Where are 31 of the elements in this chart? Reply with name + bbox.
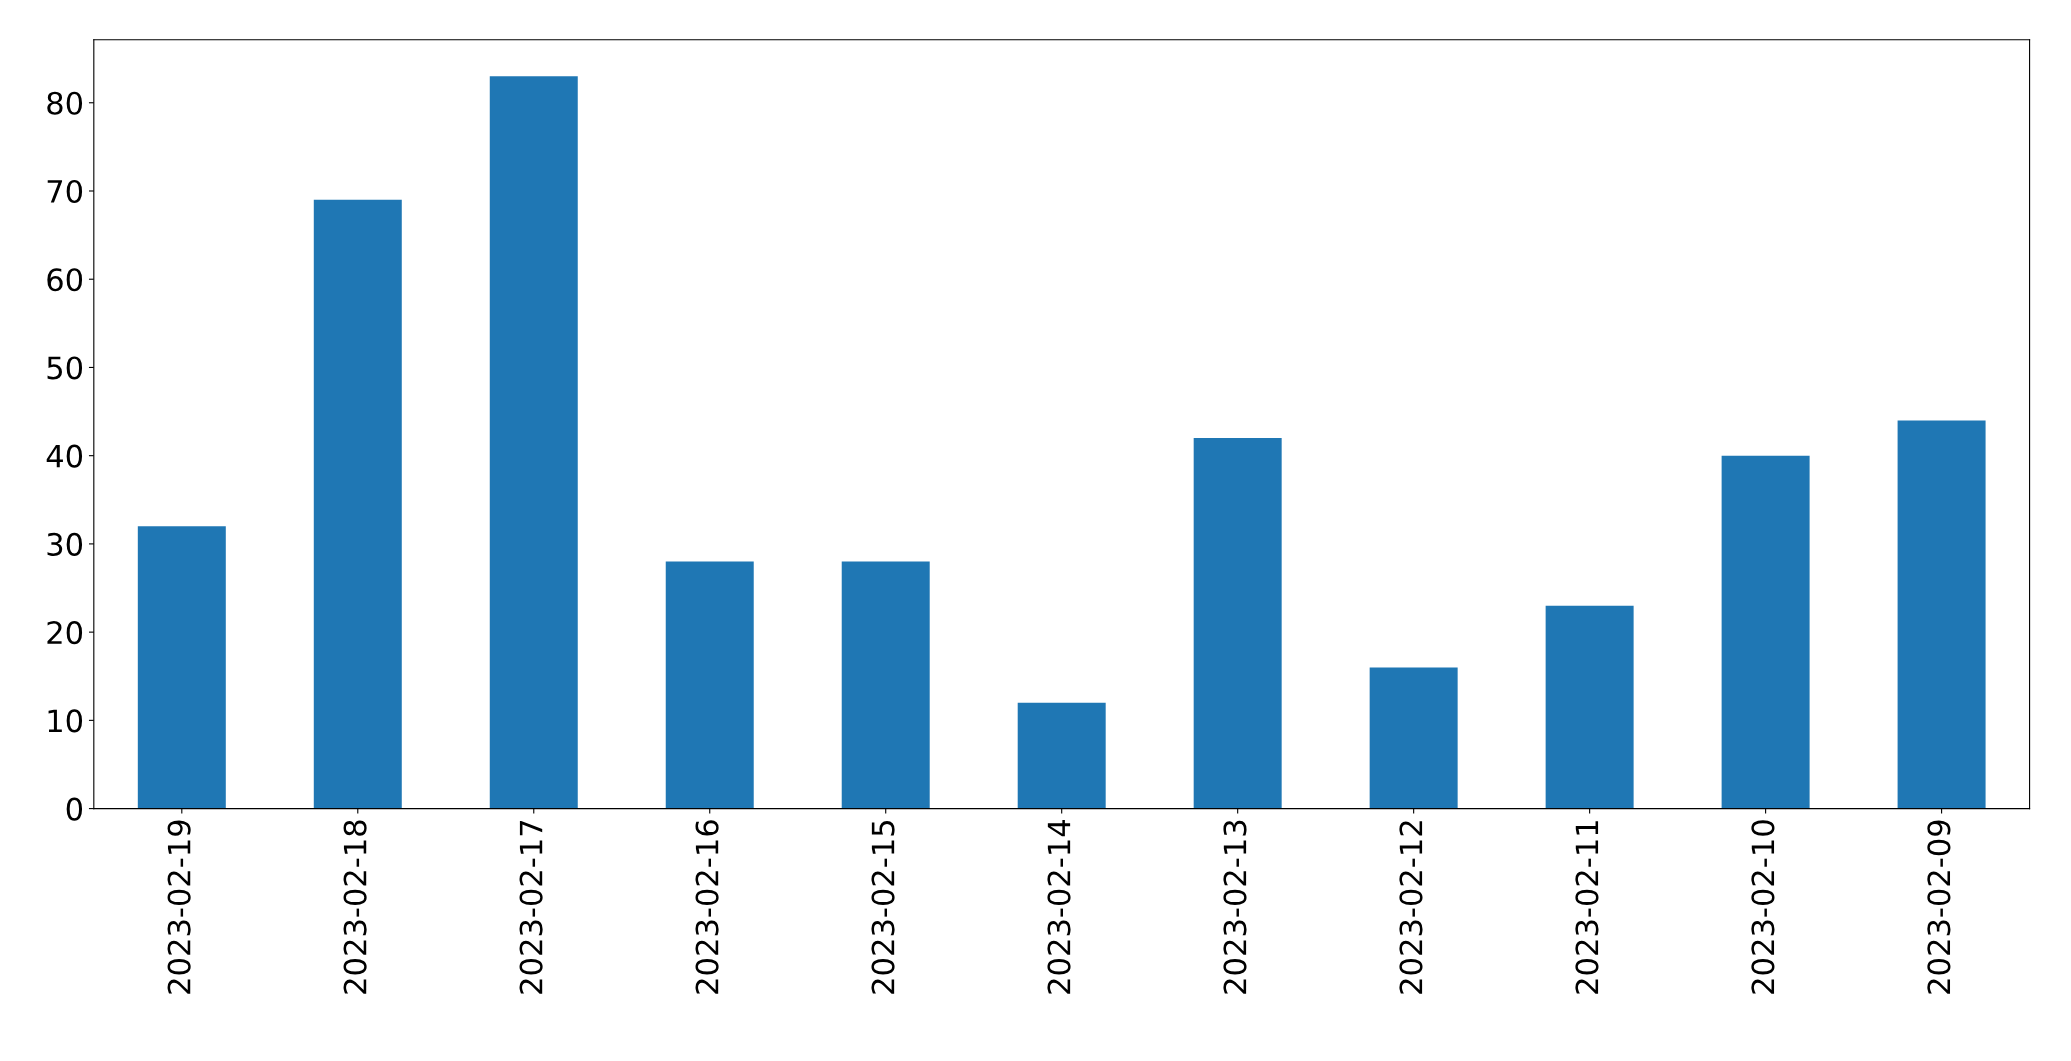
bar: [665, 561, 754, 809]
y-tick-label: 50: [47, 356, 83, 380]
x-tick-label: 2023-02-17: [519, 820, 543, 994]
bar: [1721, 455, 1810, 809]
bar: [1017, 702, 1106, 809]
bar: [1369, 667, 1458, 809]
x-tick-label: 2023-02-10: [1751, 820, 1775, 994]
x-tick-label: 2023-02-09: [1927, 820, 1951, 994]
x-tick-label: 2023-02-16: [695, 820, 719, 994]
y-tick-label: 40: [46, 444, 83, 468]
y-tick-label: 20: [47, 621, 83, 645]
y-tick-label: 80: [47, 91, 83, 115]
x-tick-label: 2023-02-14: [1047, 820, 1071, 994]
x-tick-label: 2023-02-12: [1399, 821, 1423, 994]
y-tick-label: 0: [66, 797, 83, 821]
y-tick-label: 60: [47, 268, 83, 292]
y-tick-label: 70: [47, 179, 83, 204]
bar: [313, 199, 402, 809]
bar: [1545, 605, 1634, 809]
x-tick-label: 2023-02-18: [343, 820, 367, 994]
x-tick-label: 2023-02-11: [1575, 821, 1599, 994]
bar: [489, 76, 578, 809]
x-tick-label: 2023-02-19: [167, 820, 191, 994]
y-tick-label: 10: [48, 709, 83, 733]
x-tick-label: 2023-02-15: [871, 820, 895, 994]
bar: [1897, 420, 1986, 809]
bar: [1193, 438, 1282, 809]
y-tick-label: 30: [47, 532, 83, 556]
x-tick-label: 2023-02-13: [1223, 820, 1247, 994]
bar: [841, 561, 930, 809]
bar: [137, 526, 226, 809]
